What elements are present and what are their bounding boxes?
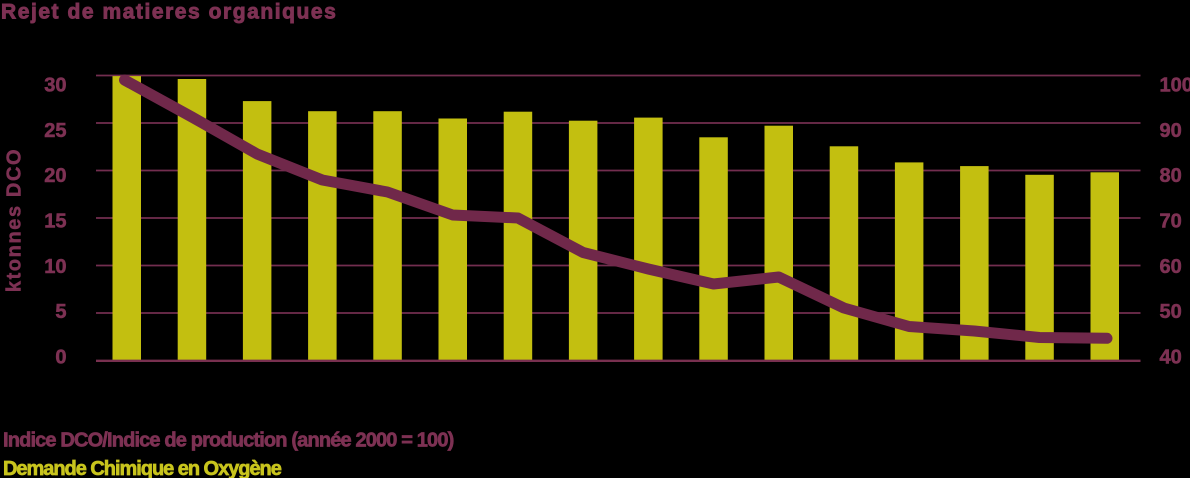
svg-text:Demande Chimique en Oxygène: Demande Chimique en Oxygène — [3, 458, 282, 478]
svg-text:15: 15 — [44, 211, 66, 233]
svg-text:70: 70 — [1160, 211, 1182, 233]
svg-text:80: 80 — [1160, 165, 1182, 187]
svg-text:90: 90 — [1160, 120, 1182, 142]
svg-text:30: 30 — [44, 75, 66, 97]
svg-text:25: 25 — [44, 120, 66, 142]
svg-text:20: 20 — [44, 165, 66, 187]
svg-text:Rejet de matieres organiques: Rejet de matieres organiques — [1, 1, 337, 24]
svg-text:ktonnes DCO: ktonnes DCO — [4, 148, 26, 292]
svg-text:100: 100 — [1160, 75, 1190, 97]
svg-text:0: 0 — [55, 346, 66, 368]
svg-text:5: 5 — [55, 301, 66, 323]
svg-text:Indice DCO/Indice de productio: Indice DCO/Indice de production (année 2… — [3, 429, 454, 451]
svg-text:60: 60 — [1160, 256, 1182, 278]
svg-text:50: 50 — [1160, 301, 1182, 323]
svg-text:40: 40 — [1160, 346, 1182, 368]
svg-text:10: 10 — [44, 256, 66, 278]
